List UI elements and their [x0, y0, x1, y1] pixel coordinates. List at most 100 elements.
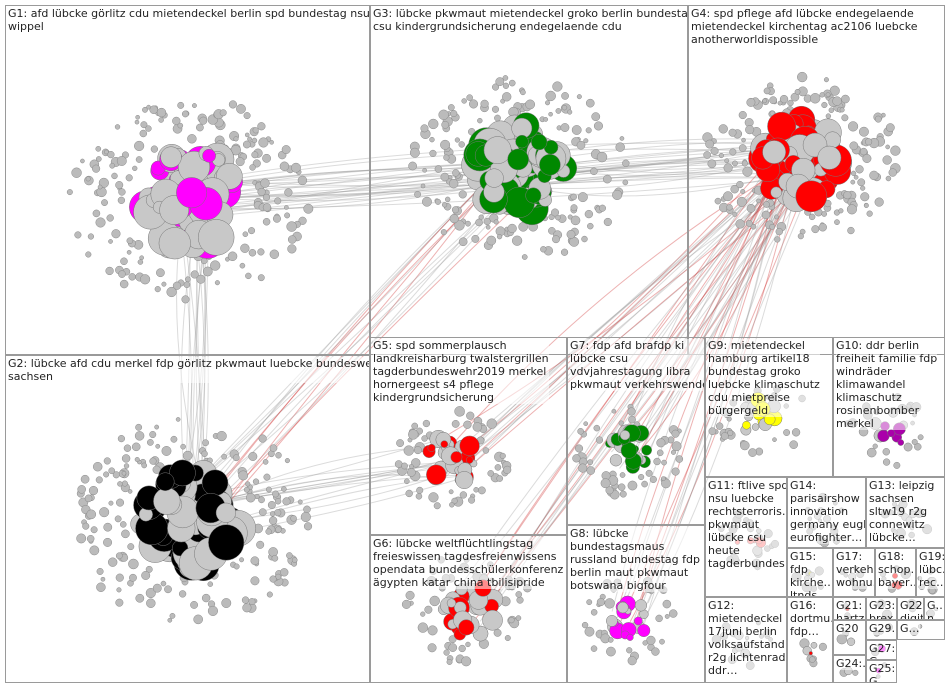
node: [106, 214, 114, 222]
group-label: G8: lübcke bundestagsmaus russland bundest…: [570, 527, 700, 592]
node: [458, 190, 467, 199]
node: [284, 212, 291, 219]
label-line: G19:: [919, 550, 945, 563]
node: [461, 98, 467, 104]
label-line: r2g lichtenrade: [708, 651, 787, 664]
node: [596, 151, 608, 163]
node: [741, 160, 748, 167]
group-box: G… n…: [924, 597, 945, 620]
node: [219, 109, 227, 117]
node: [284, 205, 289, 210]
node: [126, 249, 132, 255]
label-line: hamburg artikel18: [708, 352, 810, 365]
node: [585, 98, 595, 108]
label-line: G2: lübcke afd cdu merkel fdp görlitz pk…: [8, 357, 370, 370]
group-label: G6: lübcke weltflüchtlingstag freieswisse…: [373, 537, 564, 589]
node: [860, 192, 870, 202]
node: [496, 234, 503, 240]
node: [808, 213, 816, 221]
node: [485, 225, 491, 230]
label-line: G24:…: [836, 657, 865, 670]
node: [555, 108, 562, 114]
group-label: G16:dortmu…fdp…: [790, 599, 832, 638]
node: [251, 137, 258, 144]
label-line: volksaufstand: [708, 638, 785, 651]
node: [761, 210, 771, 220]
node: [140, 274, 151, 285]
node: [269, 249, 280, 259]
node: [746, 203, 756, 213]
node: [850, 179, 856, 185]
node: [161, 281, 167, 287]
node: [797, 233, 804, 240]
node: [95, 217, 106, 228]
node: [502, 92, 512, 102]
node: [92, 209, 101, 218]
edge: [645, 173, 808, 458]
node: [434, 165, 443, 173]
label-line: csu kindergrundsicherung endegelaende cd…: [373, 20, 622, 33]
group-box: G7: fdp afd brafdp ki lübcke csu vdvjahres…: [567, 337, 705, 525]
label-line: G3: lübcke pkwmaut mietendeckel groko be…: [373, 7, 688, 20]
node: [823, 77, 829, 83]
node: [483, 217, 491, 226]
node: [118, 188, 126, 196]
label-line: pkwmaut: [708, 518, 760, 531]
node: [109, 162, 116, 169]
node: [834, 219, 840, 226]
node: [847, 226, 855, 235]
node: [548, 111, 553, 117]
node: [443, 154, 450, 161]
node: [863, 203, 869, 209]
node: [227, 251, 238, 262]
node: [202, 148, 216, 163]
group-box: G4: spd pflege afd lübcke endegelaende mi…: [688, 5, 945, 355]
node: [92, 164, 101, 173]
label-line: G6: lübcke weltflüchtlingstag: [373, 537, 534, 550]
node: [190, 270, 199, 279]
label-line: fdp: [790, 563, 808, 576]
node: [408, 161, 417, 171]
node: [486, 235, 497, 246]
node: [134, 119, 140, 125]
group-box: G8: lübcke bundestagsmaus russland bundest…: [567, 525, 705, 683]
node: [841, 114, 849, 122]
node: [593, 121, 603, 131]
label-line: G…: [927, 599, 945, 612]
node: [239, 262, 246, 269]
group-box: G22:digit…: [897, 597, 924, 620]
group-label: G18:schop…bayer…: [878, 550, 915, 589]
node: [248, 227, 256, 235]
label-line: G5: spd sommerplausch: [373, 339, 507, 352]
label-line: G7: fdp afd brafdp ki: [570, 339, 685, 352]
group-label: G10: ddr berlin freiheit familie fdp windr…: [836, 339, 938, 430]
node: [184, 276, 191, 283]
node: [438, 109, 449, 120]
node: [552, 235, 560, 244]
label-line: ägypten katar china tbilisipride: [373, 576, 545, 589]
node: [262, 153, 271, 163]
node: [775, 227, 783, 236]
label-line: sltw19 r2g: [869, 505, 928, 518]
edge: [175, 151, 517, 506]
edge: [177, 170, 507, 502]
label-line: cdu mietpreise: [708, 391, 790, 404]
node: [242, 140, 251, 149]
group-box: G10: ddr berlin freiheit familie fdp windr…: [833, 337, 945, 477]
node: [196, 123, 204, 132]
group-label: G22:digit…: [900, 599, 923, 619]
node: [233, 136, 239, 142]
edge: [443, 165, 789, 455]
label-line: freieswissen tagdesfreienwissens: [373, 550, 557, 563]
group-box: G19:lübc…rec…: [916, 548, 945, 597]
label-line: lübcke csu: [570, 352, 629, 365]
label-line: 17juni berlin: [708, 625, 777, 638]
node: [187, 134, 197, 144]
group-box: G20: [833, 620, 866, 655]
group-label: G17:verkeh…wohnu…: [836, 550, 874, 589]
node: [181, 110, 189, 118]
node: [128, 273, 136, 281]
node: [120, 257, 128, 266]
node: [118, 270, 126, 278]
node: [454, 137, 460, 143]
